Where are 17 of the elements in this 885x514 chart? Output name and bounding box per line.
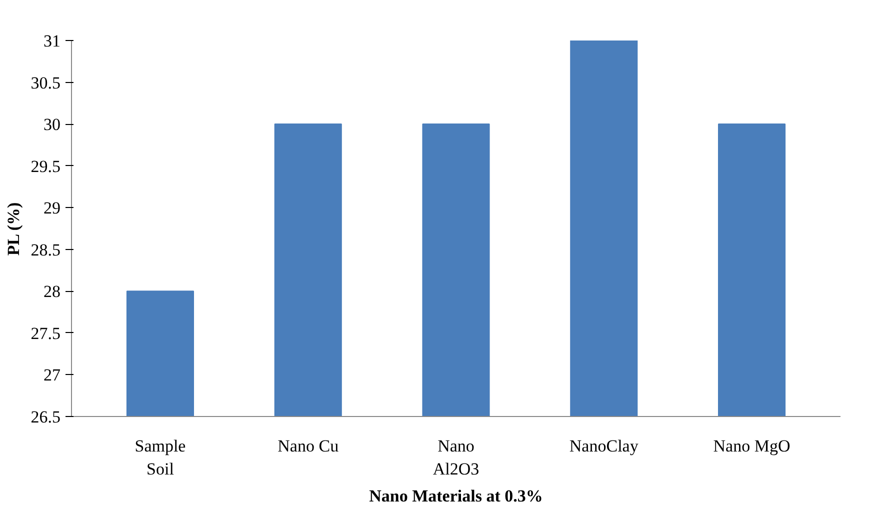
x-tick-label: Nano Al2O3	[432, 436, 480, 478]
y-axis-title: PL (%)	[4, 202, 23, 256]
y-tick-label: 29	[44, 198, 60, 218]
x-tick-label: NanoClay	[569, 436, 639, 456]
x-axis-title: Nano Materials at 0.3%	[369, 486, 543, 506]
y-tick-label: 27.5	[30, 324, 60, 343]
y-tick-label: 26.5	[30, 408, 60, 426]
x-tick-label: Sample Soil	[134, 436, 186, 478]
y-tick-label: 27	[44, 366, 61, 385]
y-tick-label: 30.5	[30, 73, 60, 92]
y-tick-label: 29.5	[30, 156, 60, 176]
y-tick-label: 28.5	[30, 240, 60, 260]
y-tick-label: 31	[44, 32, 60, 50]
x-tick-label: Nano MgO	[713, 436, 790, 456]
y-tick-label: 28	[44, 282, 60, 302]
y-tick-label: 30	[44, 115, 60, 134]
x-tick-label: Nano Cu	[278, 436, 340, 456]
